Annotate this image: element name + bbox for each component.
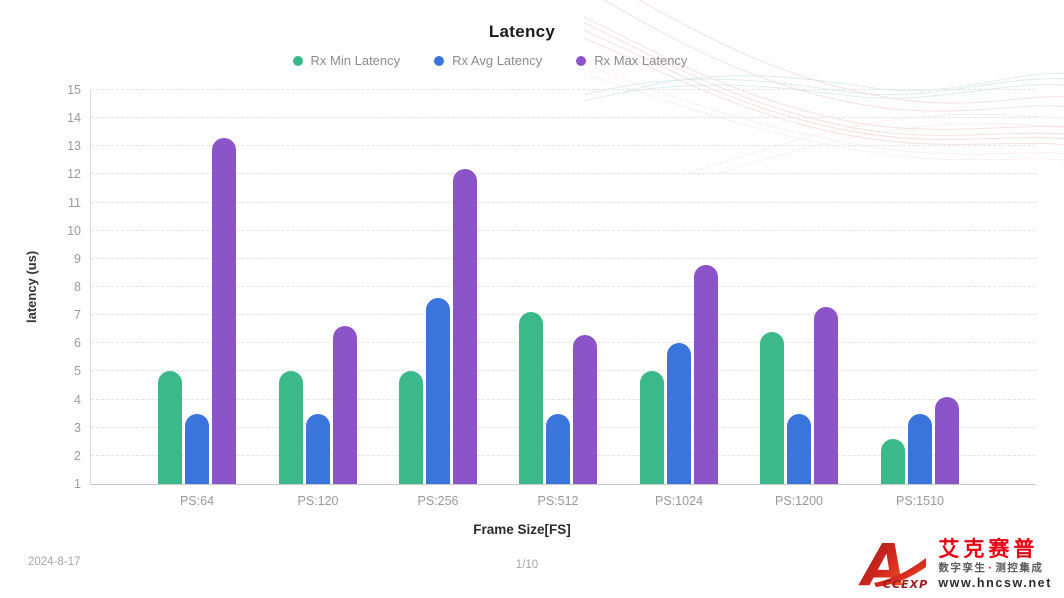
gridline	[91, 370, 1036, 372]
legend-dot-icon	[434, 55, 445, 66]
y-tick-label: 9	[74, 251, 81, 266]
legend-item-rx-min-latency: Rx Min Latency	[292, 53, 401, 68]
y-tick-label: 4	[74, 392, 81, 407]
bar-rx-min-latency	[279, 371, 303, 484]
x-category-label: PS:1200	[775, 494, 823, 508]
bar-rx-avg-latency	[306, 413, 330, 484]
report-date: 2024-8-17	[28, 556, 81, 568]
y-tick-label: 12	[67, 167, 81, 182]
bar-group	[760, 306, 838, 484]
x-category-label: PS:512	[537, 494, 579, 508]
bar-rx-min-latency	[881, 438, 905, 484]
gridline	[91, 257, 1036, 259]
chart-legend: Rx Min Latency Rx Avg Latency Rx Max Laten…	[0, 53, 980, 68]
bar-rx-avg-latency	[908, 413, 932, 484]
bar-rx-max-latency	[694, 264, 718, 484]
y-tick-label: 3	[74, 420, 81, 435]
bar-group	[640, 264, 718, 484]
brand-website: www.hncsw.net	[938, 576, 1052, 590]
y-tick-label: 10	[67, 223, 81, 238]
bar-rx-min-latency	[640, 371, 664, 484]
bar-rx-avg-latency	[426, 298, 450, 484]
legend-item-rx-max-latency: Rx Max Latency	[576, 53, 687, 68]
x-axis-title: Frame Size[FS]	[473, 522, 571, 537]
bar-rx-avg-latency	[546, 413, 570, 484]
bar-rx-max-latency	[935, 396, 959, 484]
x-category-label: PS:64	[179, 494, 215, 508]
bar-group	[399, 168, 477, 484]
gridline	[91, 201, 1036, 203]
bar-group	[158, 137, 236, 484]
accexp-logo: A CCEXP 艾克赛普 数字孪生 · 测控集成 www.hncsw.net	[858, 532, 1052, 592]
bar-rx-min-latency	[158, 371, 182, 484]
gridline	[91, 173, 1036, 175]
gridline	[91, 89, 1036, 90]
bar-rx-max-latency	[814, 306, 838, 484]
y-tick-label: 8	[74, 280, 81, 294]
y-tick-label: 14	[67, 111, 81, 126]
gridline	[91, 286, 1036, 287]
y-tick-label: 13	[67, 139, 81, 154]
y-axis-title: latency (us)	[24, 250, 39, 324]
legend-dot-icon	[292, 55, 303, 66]
gridline	[91, 117, 1036, 119]
bar-group	[881, 396, 959, 484]
x-category-label: PS:1510	[896, 494, 944, 508]
accexp-logo-letters: CCEXP	[883, 578, 928, 591]
legend-label: Rx Min Latency	[310, 53, 401, 68]
page-indicator: 1/10	[515, 559, 539, 571]
gridline	[91, 342, 1036, 344]
y-tick-label: 11	[68, 195, 81, 210]
bar-rx-max-latency	[333, 326, 357, 484]
gridline	[91, 314, 1036, 316]
bar-rx-min-latency	[760, 332, 784, 484]
bar-rx-max-latency	[573, 334, 597, 484]
y-tick-label: 1	[74, 477, 81, 491]
x-category-label: PS:256	[417, 494, 459, 508]
gridline	[91, 398, 1036, 400]
x-category-label: PS:1024	[655, 494, 703, 508]
y-tick-label: 15	[67, 83, 81, 97]
y-tick-label: 7	[74, 308, 81, 323]
gridline	[91, 145, 1036, 147]
bar-rx-avg-latency	[667, 343, 691, 484]
legend-label: Rx Max Latency	[594, 53, 688, 68]
legend-item-rx-avg-latency: Rx Avg Latency	[434, 53, 542, 68]
brand-name-cn: 艾克赛普	[938, 537, 1039, 561]
brand-tagline: 数字孪生 · 测控集成	[938, 562, 1044, 575]
bar-rx-max-latency	[453, 168, 477, 484]
bar-rx-avg-latency	[185, 413, 209, 484]
accexp-logo-mark-icon: A CCEXP	[858, 532, 928, 592]
bar-rx-min-latency	[399, 371, 423, 484]
plot-area: 1 2 3 4 5 6 7 8 9 10 11 12 13 14 15 PS:64 PS:120 PS:256 P…	[67, 83, 1036, 508]
brand-text-block: 艾克赛普 数字孪生 · 测控集成 www.hncsw.net	[938, 538, 1052, 592]
x-category-label: PS:120	[297, 494, 339, 508]
y-tick-label: 6	[74, 336, 81, 351]
bar-group	[279, 326, 357, 484]
y-axis-ticks: 1 2 3 4 5 6 7 8 9 10 11 12 13 14 15	[39, 83, 81, 491]
bar-rx-min-latency	[519, 312, 543, 484]
bar-rx-avg-latency	[787, 413, 811, 484]
legend-dot-icon	[576, 55, 587, 66]
gridline	[91, 229, 1036, 231]
legend-label: Rx Avg Latency	[452, 53, 543, 68]
bar-group	[519, 312, 597, 484]
y-tick-label: 2	[74, 448, 81, 463]
chart-title: Latency	[488, 22, 556, 41]
bar-rx-max-latency	[212, 137, 236, 484]
y-tick-label: 5	[74, 364, 81, 379]
